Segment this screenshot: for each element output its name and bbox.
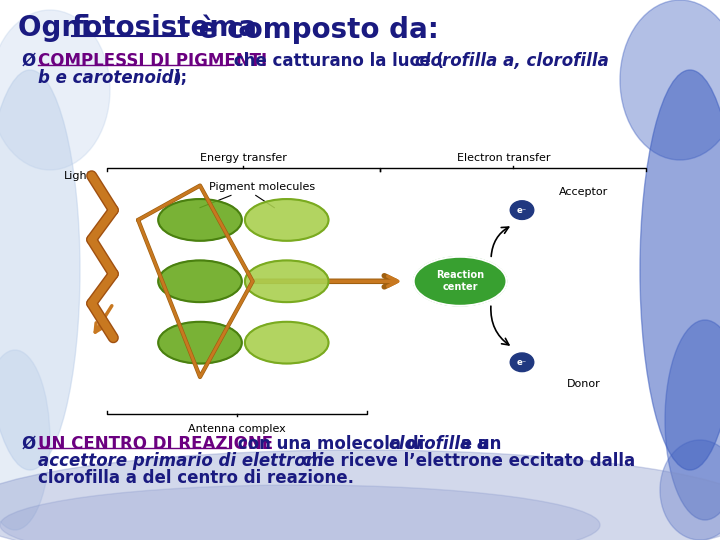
Text: clorofilla a del centro di reazione.: clorofilla a del centro di reazione. [38,469,354,487]
Ellipse shape [158,322,242,363]
Text: Ø: Ø [22,435,36,453]
Ellipse shape [158,260,242,302]
Text: Reaction
center: Reaction center [436,271,484,292]
Ellipse shape [413,256,507,306]
Ellipse shape [245,322,328,363]
Ellipse shape [510,201,534,219]
Text: Electron transfer: Electron transfer [456,153,550,163]
Ellipse shape [665,320,720,520]
Text: e⁻: e⁻ [517,206,527,214]
Text: con una molecola di: con una molecola di [232,435,430,453]
Text: Pigment molecules: Pigment molecules [209,183,315,192]
Text: e un: e un [455,435,501,453]
Text: Antenna complex: Antenna complex [189,424,286,434]
Ellipse shape [0,485,600,540]
Text: Donor: Donor [567,379,600,389]
Ellipse shape [0,10,110,170]
Ellipse shape [0,350,50,530]
Ellipse shape [620,0,720,160]
Text: Light: Light [64,171,91,181]
Ellipse shape [0,450,720,540]
Ellipse shape [0,70,80,470]
Text: COMPLESSI DI PIGMENTI: COMPLESSI DI PIGMENTI [38,52,267,70]
Text: accettore primario di elettroni: accettore primario di elettroni [38,452,323,470]
Text: è composto da:: è composto da: [189,14,439,44]
Ellipse shape [245,199,328,241]
Text: che riceve l’elettrone eccitato dalla: che riceve l’elettrone eccitato dalla [296,452,635,470]
Text: Acceptor: Acceptor [559,187,608,198]
Text: clorofilla a, clorofilla: clorofilla a, clorofilla [415,52,609,70]
Text: clorofilla a: clorofilla a [389,435,488,453]
Text: Energy transfer: Energy transfer [200,153,287,163]
Ellipse shape [510,353,534,372]
Text: b e carotenoidi: b e carotenoidi [38,69,179,87]
Ellipse shape [660,440,720,540]
Text: Ø: Ø [22,52,36,70]
Text: che catturano la luce (: che catturano la luce ( [228,52,444,70]
Text: fotosistema: fotosistema [72,14,258,42]
Text: );: ); [174,69,188,87]
Ellipse shape [158,199,242,241]
Ellipse shape [640,70,720,470]
Text: e⁻: e⁻ [517,358,527,367]
Text: Ogni: Ogni [18,14,100,42]
Text: UN CENTRO DI REAZIONE: UN CENTRO DI REAZIONE [38,435,273,453]
Ellipse shape [245,260,328,302]
